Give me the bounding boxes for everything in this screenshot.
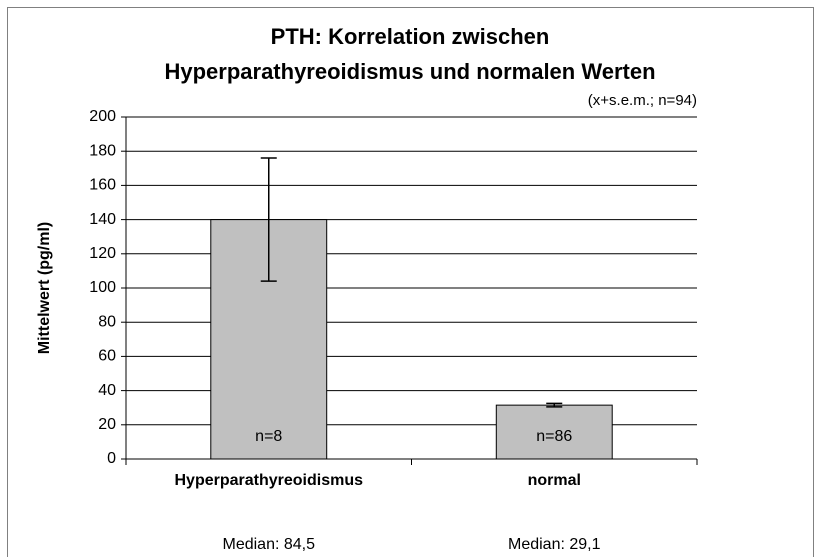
chart-title: Hyperparathyreoidismus und normalen Wert… bbox=[164, 59, 655, 84]
y-axis-label: Mittelwert (pg/ml) bbox=[36, 222, 53, 354]
bar-label: n=86 bbox=[536, 428, 572, 445]
y-tick-label: 40 bbox=[98, 382, 116, 399]
median-label: Median: 84,5 bbox=[222, 536, 315, 553]
error-bar bbox=[260, 157, 277, 282]
y-tick-label: 60 bbox=[98, 348, 116, 365]
chart-subtitle: (x+s.e.m.; n=94) bbox=[588, 92, 697, 109]
y-tick-label: 20 bbox=[98, 416, 116, 433]
x-tick-label: Hyperparathyreoidismus bbox=[174, 472, 363, 489]
y-tick-label: 120 bbox=[89, 245, 116, 262]
y-tick-label: 160 bbox=[89, 177, 116, 194]
y-tick-label: 200 bbox=[89, 108, 116, 125]
y-tick-label: 80 bbox=[98, 313, 116, 330]
x-tick-label: normal bbox=[528, 472, 581, 489]
chart-frame bbox=[7, 7, 814, 557]
chart-title: PTH: Korrelation zwischen bbox=[271, 24, 550, 49]
y-tick-label: 100 bbox=[89, 279, 116, 296]
y-tick-label: 180 bbox=[89, 142, 116, 159]
bar-label: n=8 bbox=[255, 428, 282, 445]
bar bbox=[495, 404, 613, 460]
y-tick-label: 0 bbox=[107, 450, 116, 467]
median-label: Median: 29,1 bbox=[508, 536, 601, 553]
error-bar bbox=[546, 402, 563, 408]
y-tick-label: 140 bbox=[89, 211, 116, 228]
